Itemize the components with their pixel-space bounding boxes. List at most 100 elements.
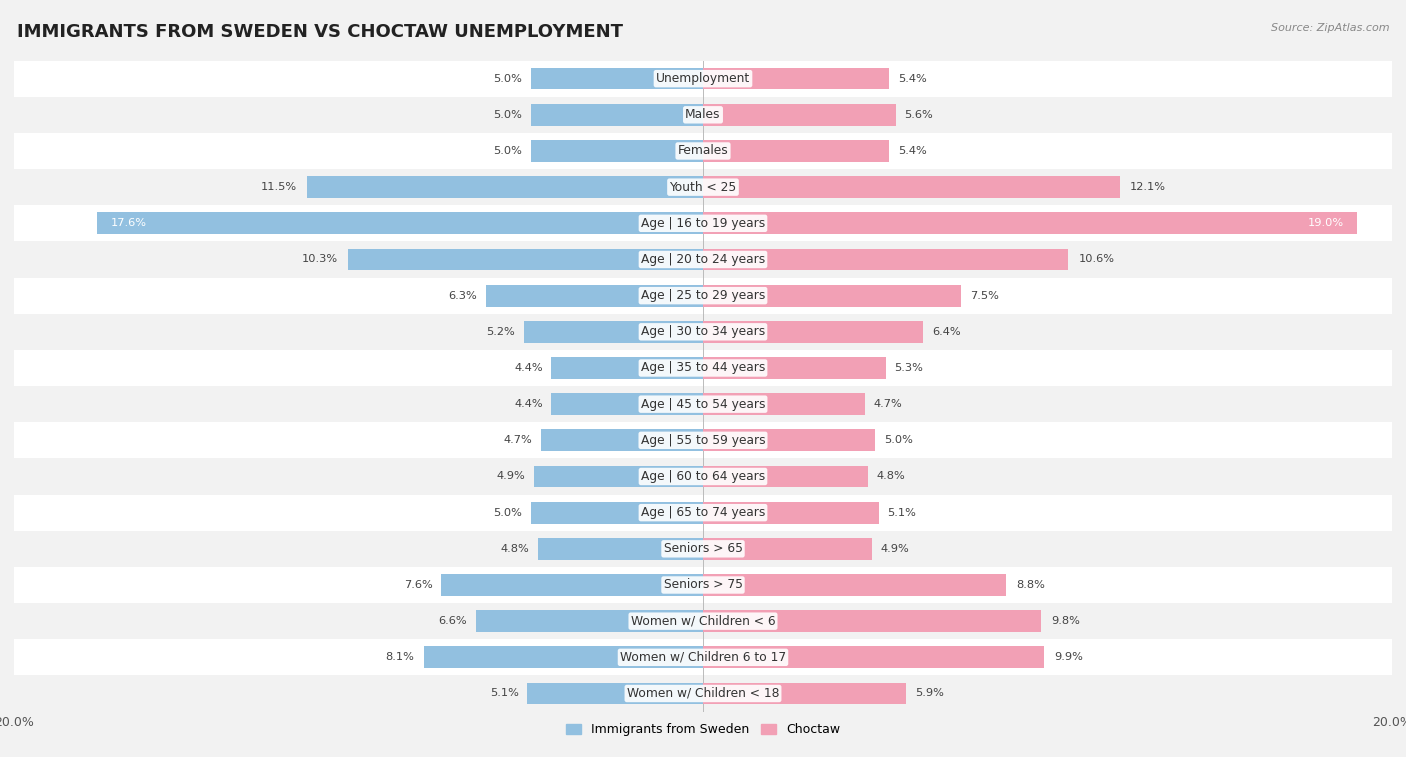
Text: Age | 35 to 44 years: Age | 35 to 44 years xyxy=(641,362,765,375)
Text: 4.4%: 4.4% xyxy=(515,399,543,409)
Bar xyxy=(14,313,1392,350)
Bar xyxy=(703,683,907,704)
Text: 12.1%: 12.1% xyxy=(1130,182,1166,192)
Bar xyxy=(441,574,703,596)
Bar xyxy=(703,502,879,524)
Text: Age | 25 to 29 years: Age | 25 to 29 years xyxy=(641,289,765,302)
Text: 5.4%: 5.4% xyxy=(897,73,927,83)
Text: 5.6%: 5.6% xyxy=(904,110,934,120)
Bar xyxy=(531,68,703,89)
Bar xyxy=(425,646,703,668)
Text: Age | 20 to 24 years: Age | 20 to 24 years xyxy=(641,253,765,266)
Bar xyxy=(703,646,1045,668)
Bar xyxy=(703,140,889,162)
Bar xyxy=(14,169,1392,205)
Bar xyxy=(541,429,703,451)
Text: Females: Females xyxy=(678,145,728,157)
Bar xyxy=(307,176,703,198)
Bar xyxy=(703,285,962,307)
Bar xyxy=(703,466,869,488)
Text: 11.5%: 11.5% xyxy=(260,182,297,192)
Text: 8.1%: 8.1% xyxy=(385,653,413,662)
Bar xyxy=(14,603,1392,639)
Text: 7.6%: 7.6% xyxy=(404,580,433,590)
Text: 5.0%: 5.0% xyxy=(494,110,522,120)
Bar xyxy=(14,61,1392,97)
Bar xyxy=(551,357,703,378)
Text: Unemployment: Unemployment xyxy=(655,72,751,85)
Bar xyxy=(703,104,896,126)
Text: Women w/ Children < 18: Women w/ Children < 18 xyxy=(627,687,779,700)
Bar xyxy=(534,466,703,488)
Text: 4.8%: 4.8% xyxy=(501,544,529,554)
Bar xyxy=(531,104,703,126)
Text: 4.7%: 4.7% xyxy=(503,435,533,445)
Bar xyxy=(14,567,1392,603)
Text: 5.1%: 5.1% xyxy=(887,508,917,518)
Bar xyxy=(14,459,1392,494)
Bar xyxy=(703,176,1119,198)
Bar xyxy=(703,213,1358,234)
Bar xyxy=(14,531,1392,567)
Bar xyxy=(14,422,1392,459)
Bar xyxy=(703,538,872,559)
Bar xyxy=(97,213,703,234)
Text: 5.1%: 5.1% xyxy=(489,689,519,699)
Bar xyxy=(703,357,886,378)
Text: 4.9%: 4.9% xyxy=(880,544,910,554)
Text: Seniors > 65: Seniors > 65 xyxy=(664,542,742,556)
Bar xyxy=(703,574,1007,596)
Bar xyxy=(531,502,703,524)
Text: Age | 45 to 54 years: Age | 45 to 54 years xyxy=(641,397,765,410)
Bar xyxy=(14,278,1392,313)
Bar xyxy=(703,68,889,89)
Text: Age | 65 to 74 years: Age | 65 to 74 years xyxy=(641,506,765,519)
Text: Youth < 25: Youth < 25 xyxy=(669,181,737,194)
Text: 5.0%: 5.0% xyxy=(884,435,912,445)
Text: 9.9%: 9.9% xyxy=(1054,653,1083,662)
Text: Source: ZipAtlas.com: Source: ZipAtlas.com xyxy=(1271,23,1389,33)
Bar xyxy=(703,248,1069,270)
Bar xyxy=(537,538,703,559)
Text: 5.0%: 5.0% xyxy=(494,73,522,83)
Bar xyxy=(14,386,1392,422)
Bar xyxy=(703,610,1040,632)
Text: 6.3%: 6.3% xyxy=(449,291,478,301)
Text: Age | 16 to 19 years: Age | 16 to 19 years xyxy=(641,217,765,230)
Bar xyxy=(349,248,703,270)
Text: 19.0%: 19.0% xyxy=(1308,218,1344,229)
Legend: Immigrants from Sweden, Choctaw: Immigrants from Sweden, Choctaw xyxy=(561,718,845,741)
Bar xyxy=(531,140,703,162)
Text: 4.4%: 4.4% xyxy=(515,363,543,373)
Text: 6.4%: 6.4% xyxy=(932,327,960,337)
Text: 5.3%: 5.3% xyxy=(894,363,924,373)
Bar xyxy=(14,350,1392,386)
Text: 8.8%: 8.8% xyxy=(1017,580,1045,590)
Bar xyxy=(14,97,1392,133)
Text: Males: Males xyxy=(685,108,721,121)
Bar xyxy=(475,610,703,632)
Text: 5.4%: 5.4% xyxy=(897,146,927,156)
Bar xyxy=(14,241,1392,278)
Text: Age | 30 to 34 years: Age | 30 to 34 years xyxy=(641,326,765,338)
Bar xyxy=(14,675,1392,712)
Bar xyxy=(524,321,703,343)
Bar xyxy=(703,321,924,343)
Text: 4.9%: 4.9% xyxy=(496,472,526,481)
Bar xyxy=(14,205,1392,241)
Text: Women w/ Children < 6: Women w/ Children < 6 xyxy=(631,615,775,628)
Text: Age | 55 to 59 years: Age | 55 to 59 years xyxy=(641,434,765,447)
Bar xyxy=(14,494,1392,531)
Bar xyxy=(703,394,865,415)
Text: 7.5%: 7.5% xyxy=(970,291,998,301)
Text: 17.6%: 17.6% xyxy=(111,218,146,229)
Text: Age | 60 to 64 years: Age | 60 to 64 years xyxy=(641,470,765,483)
Text: 10.6%: 10.6% xyxy=(1078,254,1115,264)
Bar xyxy=(14,639,1392,675)
Text: 5.0%: 5.0% xyxy=(494,508,522,518)
Text: 9.8%: 9.8% xyxy=(1050,616,1080,626)
Text: 6.6%: 6.6% xyxy=(439,616,467,626)
Text: Women w/ Children 6 to 17: Women w/ Children 6 to 17 xyxy=(620,651,786,664)
Text: 5.2%: 5.2% xyxy=(486,327,515,337)
Text: Seniors > 75: Seniors > 75 xyxy=(664,578,742,591)
